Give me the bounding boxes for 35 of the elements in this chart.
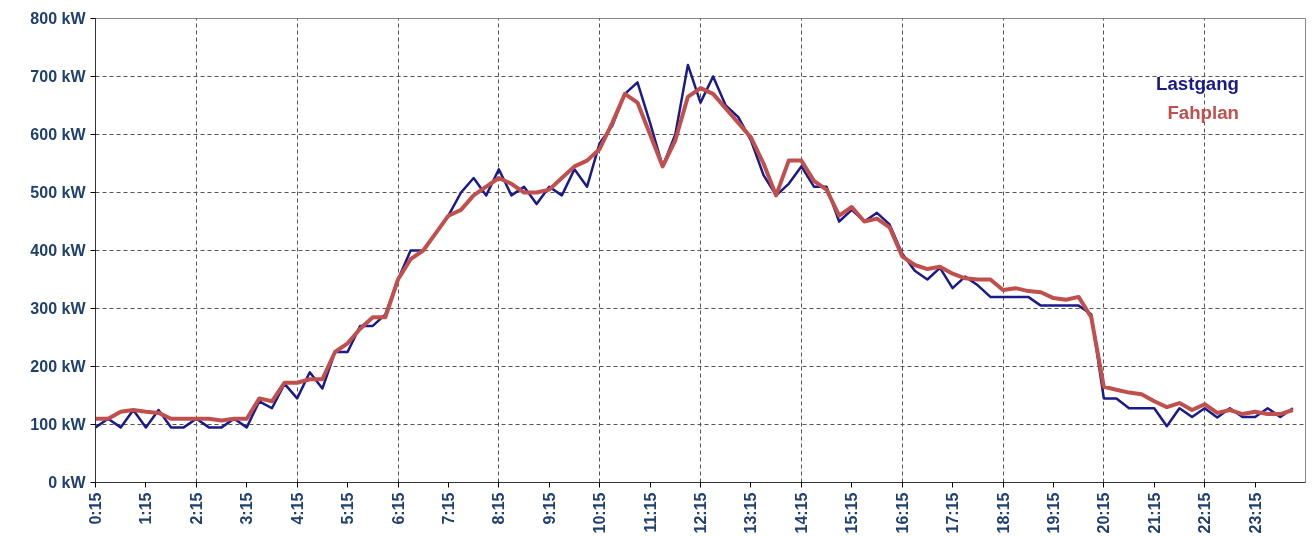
y-tick-label: 100 kW — [30, 416, 87, 433]
y-tick-label: 300 kW — [30, 300, 87, 317]
x-tick-label: 22:15 — [1196, 492, 1214, 534]
x-tick-label: 23:15 — [1246, 492, 1264, 534]
x-tick-label: 19:15 — [1044, 492, 1062, 534]
x-tick-label: 13:15 — [742, 492, 760, 534]
x-tick-label: 20:15 — [1095, 492, 1113, 534]
x-tick-label: 0:15 — [87, 492, 104, 525]
x-tick-label: 18:15 — [994, 492, 1012, 534]
x-tick-label: 4:15 — [288, 492, 306, 525]
text: Lastgang — [1156, 72, 1239, 94]
x-tick-label: 21:15 — [1145, 492, 1163, 534]
x-tick-label: 14:15 — [792, 492, 810, 534]
x-tick-label: 6:15 — [389, 492, 407, 525]
x-tick-label: 12:15 — [692, 492, 709, 534]
x-tick-label: 9:15 — [540, 492, 558, 525]
x-tick-label: 3:15 — [238, 492, 256, 525]
x-tick-label: 2:15 — [187, 492, 205, 525]
y-tick-label: 600 kW — [30, 126, 87, 143]
y-tick-label: 800 kW — [30, 10, 87, 27]
x-tick-label: 8:15 — [490, 492, 508, 525]
text: Fahplan — [1167, 101, 1239, 123]
y-tick-label: 500 kW — [30, 184, 87, 201]
x-tick-label: 11:15 — [641, 492, 659, 533]
x-tick-label: 1:15 — [137, 492, 155, 525]
y-tick-label: 0 kW — [48, 474, 87, 491]
x-tick-label: 17:15 — [944, 492, 962, 534]
x-tick-label: 7:15 — [439, 492, 457, 525]
x-tick-label: 5:15 — [339, 492, 357, 525]
y-tick-label: 400 kW — [30, 242, 87, 259]
x-tick-label: 16:15 — [893, 492, 911, 534]
y-tick-label: 700 kW — [30, 68, 87, 85]
x-tick-label: 10:15 — [591, 492, 609, 534]
x-tick-label: 15:15 — [843, 492, 861, 534]
y-tick-label: 200 kW — [30, 358, 87, 375]
